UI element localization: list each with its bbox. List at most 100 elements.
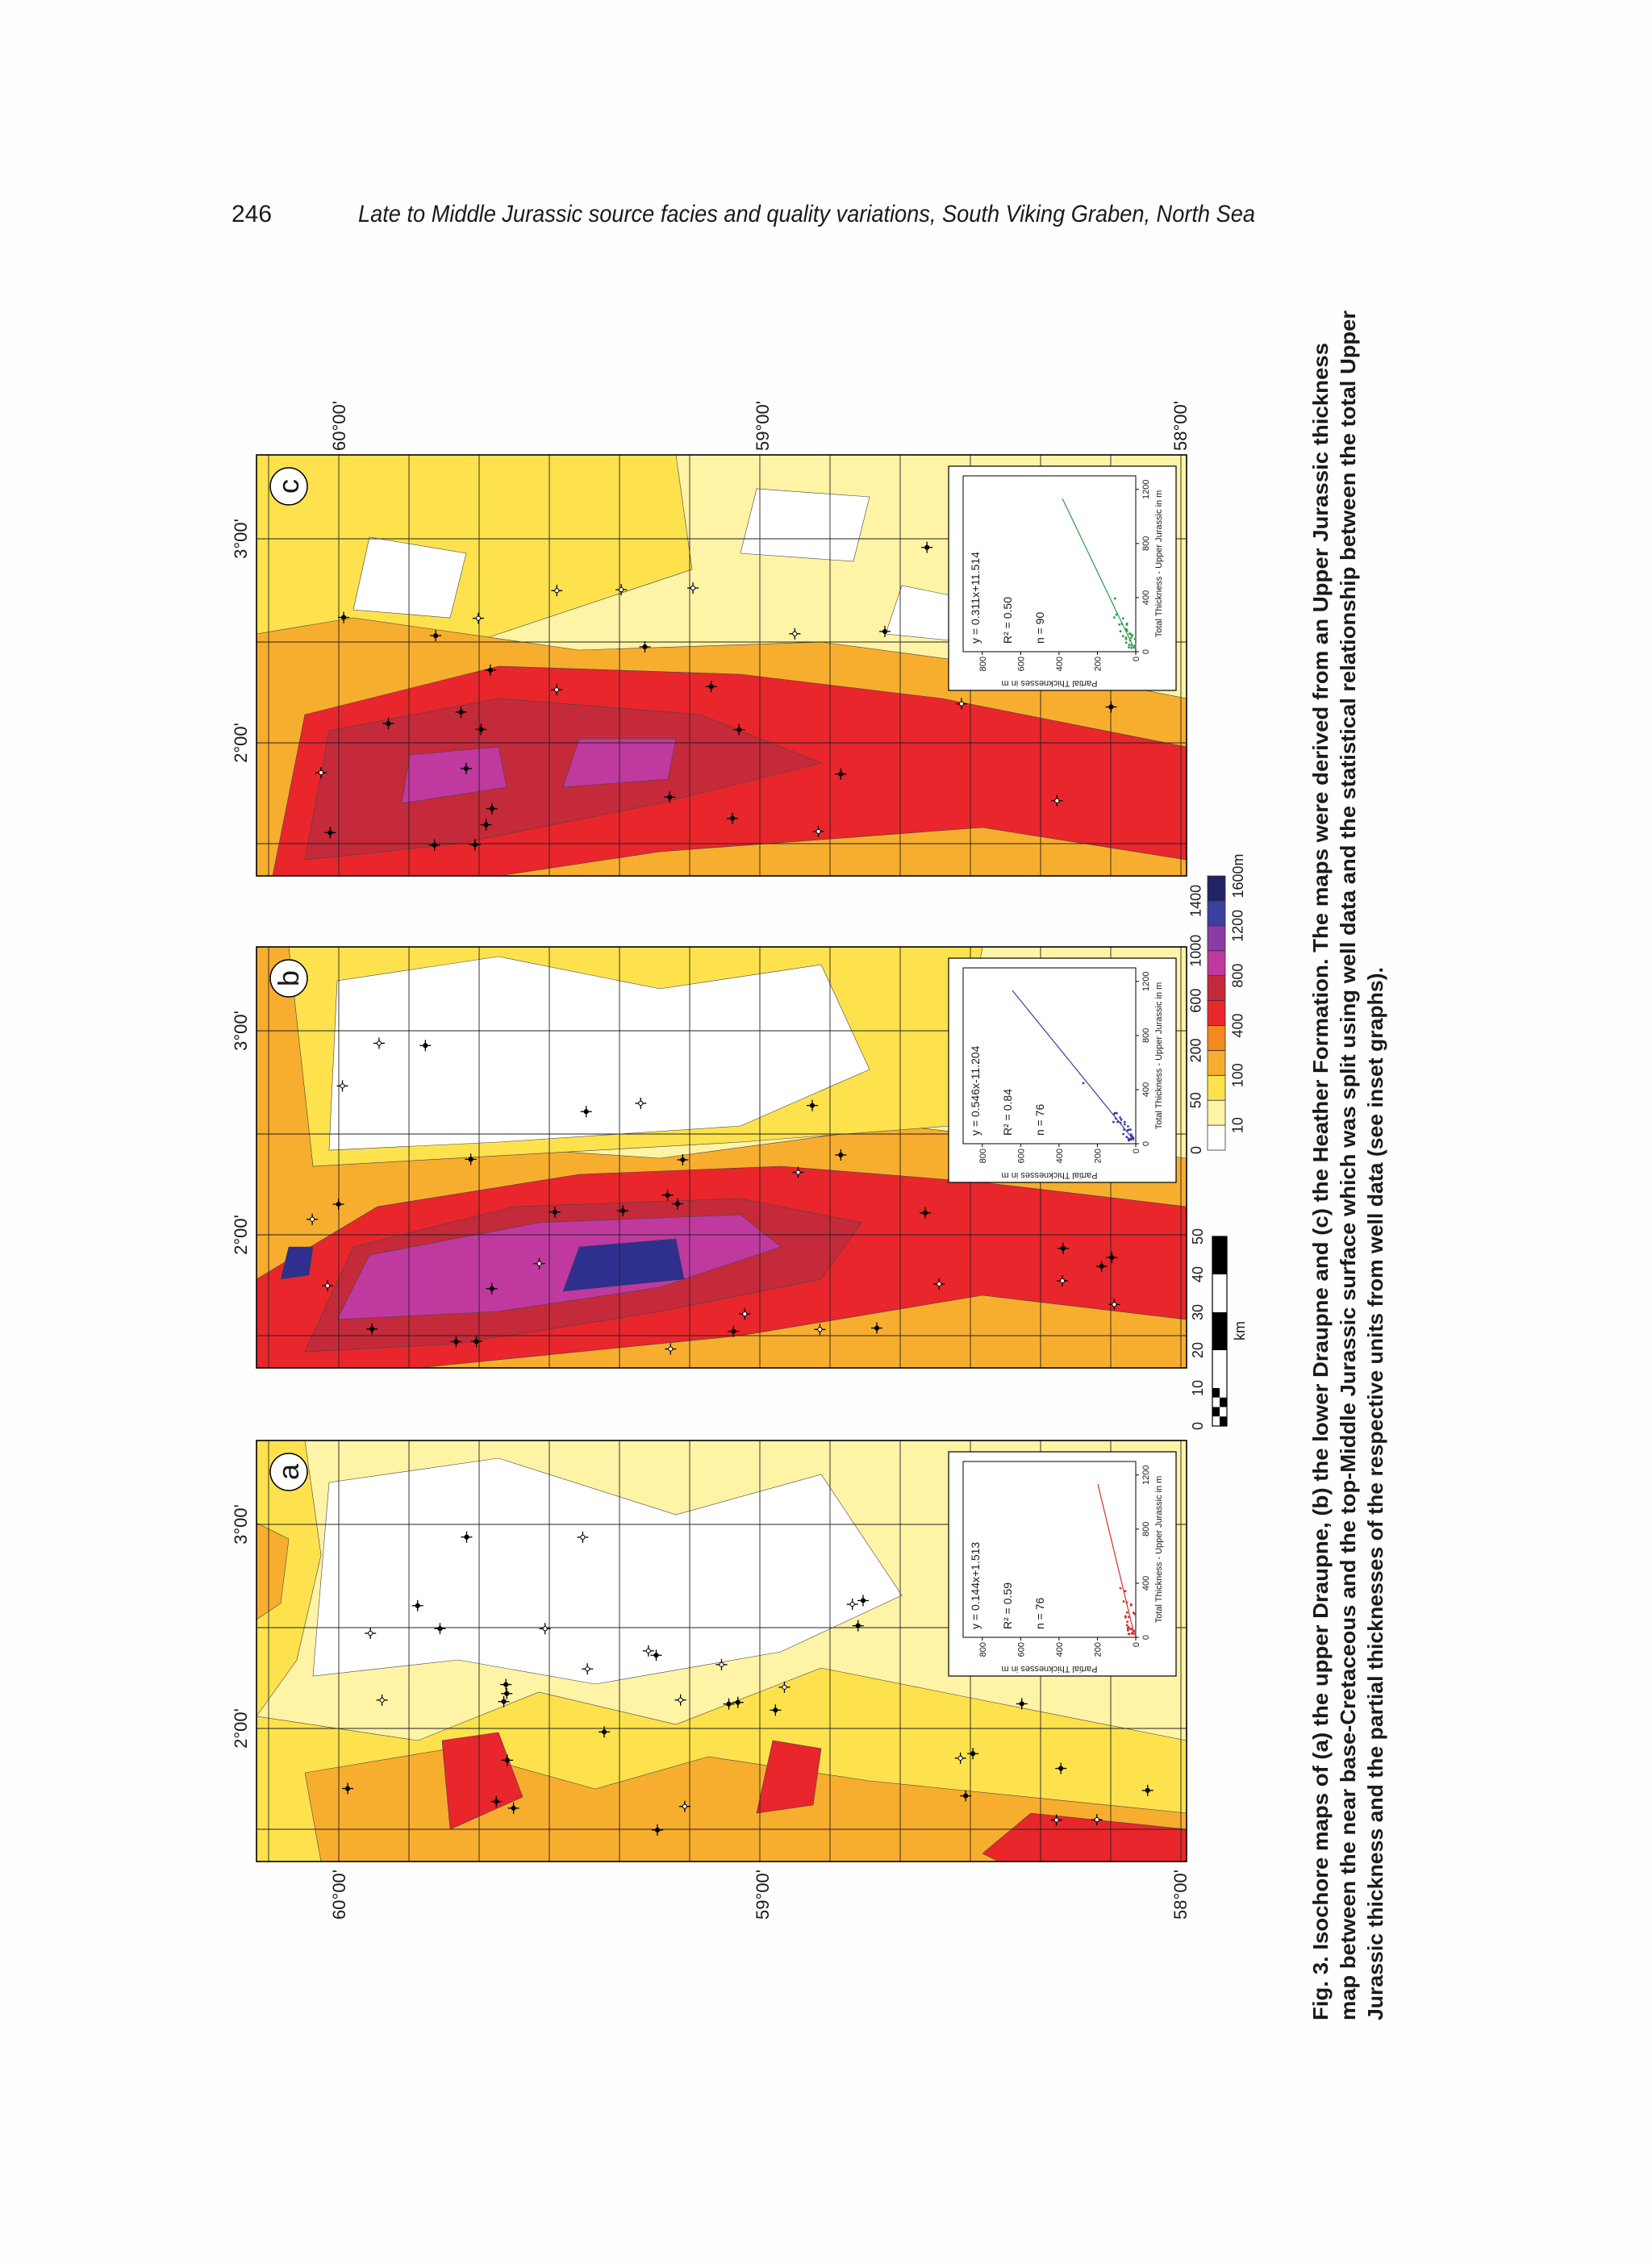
inset-x-tick-label: 1200 <box>1141 972 1151 991</box>
well-dot <box>580 1534 586 1541</box>
well-symbol <box>1105 701 1117 713</box>
well-dot <box>1099 1263 1104 1270</box>
well-dot <box>742 1311 748 1317</box>
well-dot <box>690 585 696 591</box>
legend-label: 600 <box>1188 989 1204 1013</box>
inset-y-tick-label: 400 <box>1055 1149 1065 1163</box>
scale-bar-unit: km <box>1232 1321 1248 1340</box>
regression-line <box>1097 1483 1135 1635</box>
well-dot <box>729 815 736 821</box>
inset-point-decoration <box>1123 1123 1126 1126</box>
inset-box <box>948 1451 1177 1677</box>
well-dot <box>849 1601 855 1607</box>
well-dot <box>494 1799 499 1804</box>
well-dot <box>782 1684 787 1690</box>
legend-label: 1000 <box>1188 935 1204 967</box>
map-panel: a 3°00' 2°00' 60°00' 59°00' 58°00' 0 200 400 600 8… <box>231 1440 1191 1920</box>
inset-x-label: Total Thickness - Upper Jurassic in m <box>1154 490 1164 638</box>
well-dot <box>708 684 714 690</box>
inset-point-decoration <box>1124 627 1128 631</box>
inset-x-tick-label: 400 <box>1141 1576 1151 1591</box>
well-symbol <box>366 1323 378 1335</box>
scale-bar-label: 20 <box>1190 1342 1206 1358</box>
inset-y-label: Partial Thicknesses in m <box>1001 678 1097 688</box>
well-dot <box>487 667 494 673</box>
legend-swatch <box>1207 975 1226 1001</box>
legend-label: 50 <box>1188 1092 1204 1108</box>
well-symbol <box>419 1040 432 1052</box>
well-symbol <box>933 1278 945 1290</box>
latitude-label: 58°00' <box>1170 401 1191 451</box>
regression-line <box>1012 990 1135 1141</box>
well-symbol <box>450 1336 462 1348</box>
inset-point-decoration <box>1129 1128 1132 1131</box>
well-dot <box>554 588 560 594</box>
well-dot <box>620 1208 626 1214</box>
well-symbol <box>475 723 487 736</box>
panel-label-circle <box>269 1453 308 1491</box>
inset-plot-area <box>962 967 1137 1145</box>
inset-y-tick-label: 800 <box>978 1642 988 1657</box>
legend-swatch <box>1207 925 1226 952</box>
well-dot <box>795 1170 801 1175</box>
inset-r-squared: R² = 0.84 <box>1001 1089 1014 1136</box>
inset-point-decoration <box>1129 1137 1133 1140</box>
scale-bar-check <box>1212 1397 1220 1407</box>
well-symbol <box>727 812 739 824</box>
well-symbol <box>1057 1242 1069 1254</box>
scale-bar-segment <box>1212 1236 1227 1274</box>
inset-y-tick-label: 600 <box>1016 1642 1026 1657</box>
well-dot <box>1112 1302 1117 1307</box>
well-symbol <box>324 827 336 839</box>
scale-bar-label: 0 <box>1190 1422 1206 1430</box>
latitude-label: 58°00' <box>1170 1870 1191 1920</box>
scale-bar-segment <box>1212 1274 1227 1312</box>
well-symbol <box>639 640 651 653</box>
well-dot <box>719 1662 724 1667</box>
well-symbol <box>921 541 933 553</box>
inset-plot-area <box>962 475 1137 653</box>
well-symbol <box>871 1322 883 1334</box>
inset-y-tick-label: 400 <box>1055 1642 1065 1657</box>
well-dot <box>882 628 888 635</box>
well-dot <box>473 1339 479 1345</box>
legend-label: 1200 <box>1230 910 1246 942</box>
well-dot <box>432 633 439 639</box>
inset-y-tick-label: 0 <box>1132 1149 1141 1153</box>
well-dot <box>654 1827 661 1833</box>
well-dot <box>645 1648 651 1653</box>
inset-x-tick-label: 800 <box>1141 1028 1151 1043</box>
scale-bar-frame <box>1212 1236 1228 1427</box>
inset-point-decoration <box>1126 1629 1129 1632</box>
well-dot <box>958 701 965 707</box>
well-symbol <box>365 1628 377 1640</box>
inset-point-decoration <box>1113 597 1116 600</box>
inset-n: n = 76 <box>1033 1103 1046 1136</box>
well-symbol <box>617 1205 629 1217</box>
inset-r-squared: R² = 0.59 <box>1001 1582 1014 1629</box>
inset-equation: y = 0.144x+1.513 <box>969 1542 982 1629</box>
inset-y-tick-label: 0 <box>1132 657 1141 661</box>
map-panel: b 3°00' 2°00' 0 200 400 600 800 0 400 800 1200Total… <box>231 946 1187 1369</box>
well-symbol <box>486 1282 498 1295</box>
well-dot <box>583 1109 589 1115</box>
panel-label-circle <box>269 467 308 506</box>
inset-point-decoration <box>1119 1586 1122 1590</box>
well-dot <box>327 830 333 836</box>
scale-bar-label: 30 <box>1190 1304 1206 1320</box>
well-dot <box>1059 1278 1066 1284</box>
inset-point-decoration <box>1121 635 1124 638</box>
well-symbol <box>960 1790 972 1802</box>
legend-label: 200 <box>1188 1038 1204 1062</box>
well-symbol <box>322 1280 334 1292</box>
inset-point-decoration <box>1131 634 1134 637</box>
inset-point-decoration <box>1129 1628 1132 1630</box>
well-dot <box>680 1157 686 1163</box>
isochore-zone <box>756 1740 822 1814</box>
well-dot <box>601 1729 607 1735</box>
well-symbol <box>920 1207 932 1219</box>
well-dot <box>336 1201 341 1207</box>
inset-point-decoration <box>1112 616 1116 619</box>
inset-point-decoration <box>1124 1590 1127 1593</box>
